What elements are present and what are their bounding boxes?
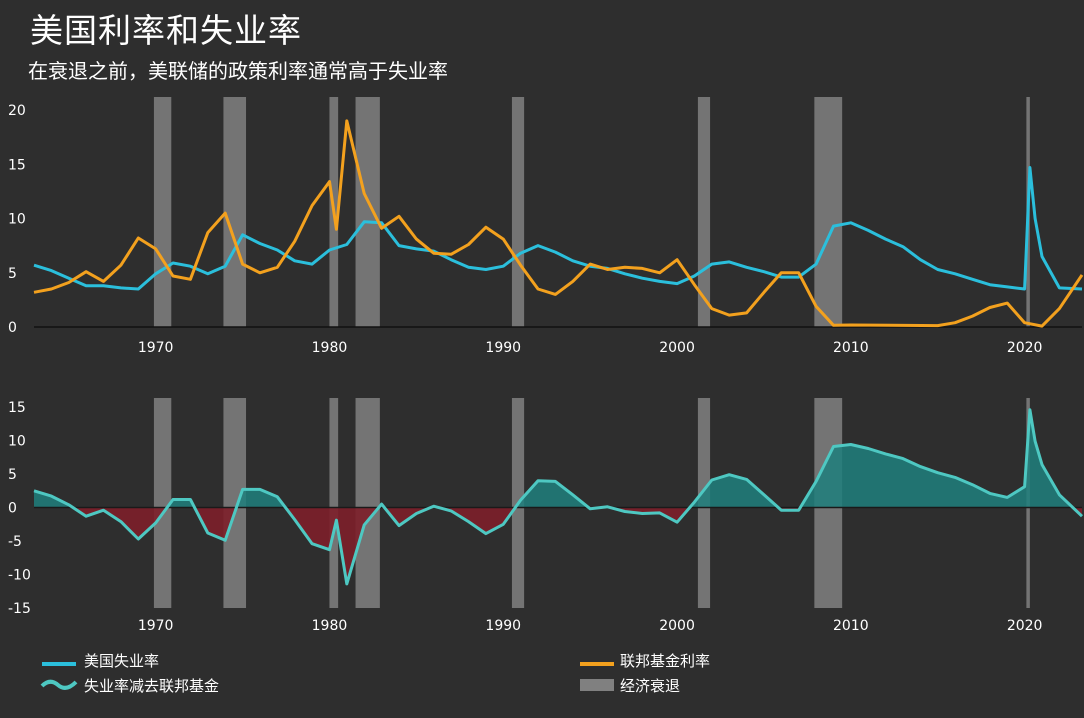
- top-series-lines: [33, 119, 1084, 328]
- chart-subtitle: 在衰退之前，美联储的政策利率通常高于失业率: [28, 59, 448, 83]
- bottom-x-tick-label: 2010: [833, 618, 869, 634]
- bottom-difference-area: [33, 408, 1084, 586]
- bottom-axes: 15 10 5 0 -5 -10 -15 1970 1980 1990 2000 2010 2020: [8, 400, 1042, 634]
- bottom-chart: 15 10 5 0 -5 -10 -15 1970 1980 1990 2000 2010 2020: [8, 398, 1084, 634]
- legend: 美国失业率 失业率减去联邦基金 联邦基金利率 经济衰退: [40, 652, 710, 695]
- chart-title: 美国利率和失业率: [30, 11, 302, 50]
- top-recession-band-1: [223, 97, 247, 327]
- bottom-recession-band-0: [153, 398, 172, 608]
- top-y-tick-label: 20: [8, 103, 26, 119]
- top-x-tick-label: 2000: [659, 340, 695, 356]
- top-y-tick-label: 10: [8, 212, 26, 228]
- bottom-x-tick-label: 1980: [312, 618, 348, 634]
- top-axes: 0 5 10 15 20 1970 1980 1990 2000 2010 2020: [8, 103, 1082, 356]
- bottom-x-tick-label: 2000: [659, 618, 695, 634]
- top-x-tick-label: 1990: [485, 340, 521, 356]
- difference-positive-area: [34, 409, 1082, 508]
- top-x-tick-label: 2010: [833, 340, 869, 356]
- top-chart: 0 5 10 15 20 1970 1980 1990 2000 2010 2020: [8, 97, 1084, 356]
- top-series-unemployment: [33, 166, 1083, 291]
- top-recession-band-4: [511, 97, 525, 327]
- bottom-y-tick-label: 5: [8, 467, 17, 483]
- bottom-x-tick-label: 1990: [485, 618, 521, 634]
- top-recession-band-6: [814, 97, 843, 327]
- bottom-y-tick-label: -5: [8, 534, 22, 550]
- legend-recession-label: 经济衰退: [620, 677, 680, 695]
- top-recession-band-0: [153, 97, 172, 327]
- legend-unemployment-label: 美国失业率: [84, 652, 159, 670]
- top-y-tick-label: 5: [8, 266, 17, 282]
- top-x-tick-label: 1970: [138, 340, 174, 356]
- bottom-y-tick-label: -15: [8, 601, 31, 617]
- top-y-tick-label: 15: [8, 157, 26, 173]
- difference-line: [33, 408, 1084, 586]
- bottom-recession-band-2: [329, 398, 339, 608]
- top-y-tick-label: 0: [8, 320, 17, 336]
- top-recession-bands: [153, 97, 1030, 327]
- bottom-recession-band-1: [223, 398, 247, 608]
- top-x-tick-label: 2020: [1007, 340, 1043, 356]
- top-x-tick-label: 1980: [312, 340, 348, 356]
- bottom-x-tick-label: 1970: [138, 618, 174, 634]
- legend-fedfunds-label: 联邦基金利率: [620, 652, 710, 670]
- bottom-y-tick-label: 0: [8, 501, 17, 517]
- bottom-y-tick-label: 10: [8, 434, 26, 450]
- bottom-x-tick-label: 2020: [1007, 618, 1043, 634]
- top-recession-band-5: [697, 97, 711, 327]
- legend-difference-swatch: [40, 679, 78, 690]
- bottom-recession-band-3: [355, 398, 380, 608]
- bottom-y-tick-label: -10: [8, 568, 31, 584]
- legend-recession-swatch: [580, 679, 614, 691]
- bottom-y-tick-label: 15: [8, 400, 26, 416]
- difference-negative-area: [34, 507, 1082, 584]
- top-recession-band-3: [355, 97, 380, 327]
- legend-difference-label: 失业率减去联邦基金: [84, 677, 219, 695]
- top-series-fed_funds: [33, 119, 1084, 328]
